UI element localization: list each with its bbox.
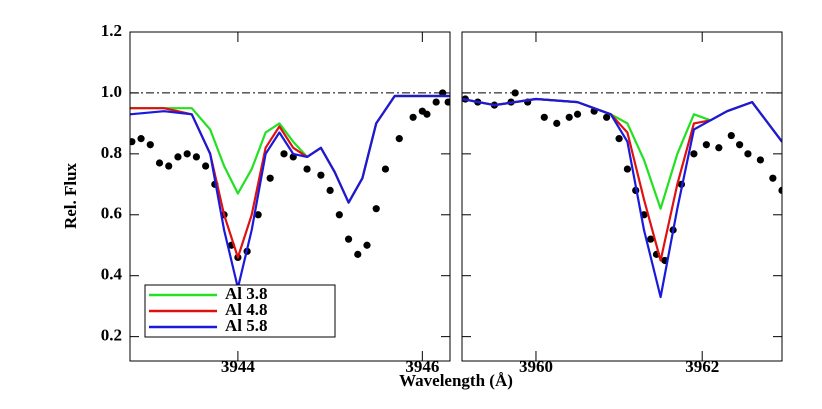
data-point — [381, 165, 390, 173]
model-line — [130, 94, 450, 289]
plot-area — [130, 89, 450, 289]
x-tick-label: 3946 — [405, 357, 439, 376]
plot-area — [462, 89, 782, 299]
data-point — [183, 150, 191, 158]
legend-label: Al 5.8 — [225, 316, 268, 335]
data-point — [254, 211, 262, 219]
x-tick-label: 3944 — [221, 357, 256, 376]
data-point — [444, 98, 450, 106]
x-tick-label: 3960 — [519, 357, 553, 376]
data-point — [511, 89, 519, 97]
data-point — [744, 150, 752, 158]
data-point — [280, 150, 288, 158]
y-tick-label: 0.2 — [101, 326, 122, 345]
data-point — [702, 141, 710, 149]
y-tick-label: 0.6 — [101, 204, 122, 223]
panel-frame — [129, 31, 451, 362]
y-tick-label: 1.0 — [101, 82, 122, 101]
data-point — [130, 138, 136, 146]
data-point — [165, 162, 173, 170]
data-point — [303, 165, 311, 173]
y-tick-label: 0.4 — [101, 265, 123, 284]
data-point — [409, 113, 417, 121]
x-axis-label: Wavelength (Å) — [399, 371, 513, 390]
data-point — [715, 144, 723, 152]
data-point — [395, 135, 403, 143]
model-line — [462, 97, 782, 210]
data-point — [573, 110, 582, 118]
x-tick-label: 3962 — [685, 357, 719, 376]
data-point — [756, 156, 764, 164]
y-axis-label: Rel. Flux — [61, 162, 80, 229]
data-point — [354, 250, 362, 258]
data-point — [603, 113, 611, 121]
panel-frame — [461, 31, 783, 362]
legend-label: Al 4.8 — [225, 300, 268, 319]
data-point — [423, 110, 431, 118]
data-point — [155, 159, 164, 167]
data-point — [363, 241, 371, 249]
data-point — [137, 135, 145, 143]
data-point — [432, 98, 440, 106]
data-point — [266, 174, 274, 182]
legend-label: Al 3.8 — [225, 284, 268, 303]
model-line — [130, 94, 450, 259]
data-point — [174, 153, 182, 161]
data-point — [553, 119, 561, 127]
data-point — [540, 113, 548, 121]
y-tick-label: 1.2 — [101, 21, 122, 40]
data-point — [317, 171, 325, 179]
data-point — [623, 165, 632, 173]
data-point — [326, 186, 334, 195]
data-point — [690, 150, 698, 158]
data-point — [647, 235, 655, 243]
data-point — [736, 141, 744, 149]
data-point — [335, 211, 343, 219]
data-point — [565, 113, 573, 121]
data-point — [146, 141, 154, 149]
data-point — [372, 205, 380, 213]
data-point — [778, 186, 782, 195]
y-tick-label: 0.8 — [101, 143, 122, 162]
data-point — [344, 235, 353, 243]
data-point — [202, 162, 210, 170]
data-point — [192, 153, 200, 161]
model-line — [462, 97, 782, 299]
model-line — [462, 97, 782, 262]
data-point — [769, 174, 777, 182]
data-point — [727, 131, 735, 140]
data-point — [615, 135, 623, 143]
